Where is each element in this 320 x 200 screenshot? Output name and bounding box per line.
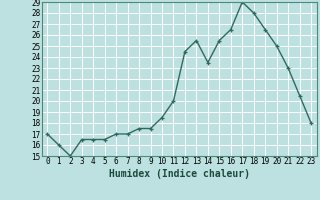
X-axis label: Humidex (Indice chaleur): Humidex (Indice chaleur) (109, 169, 250, 179)
